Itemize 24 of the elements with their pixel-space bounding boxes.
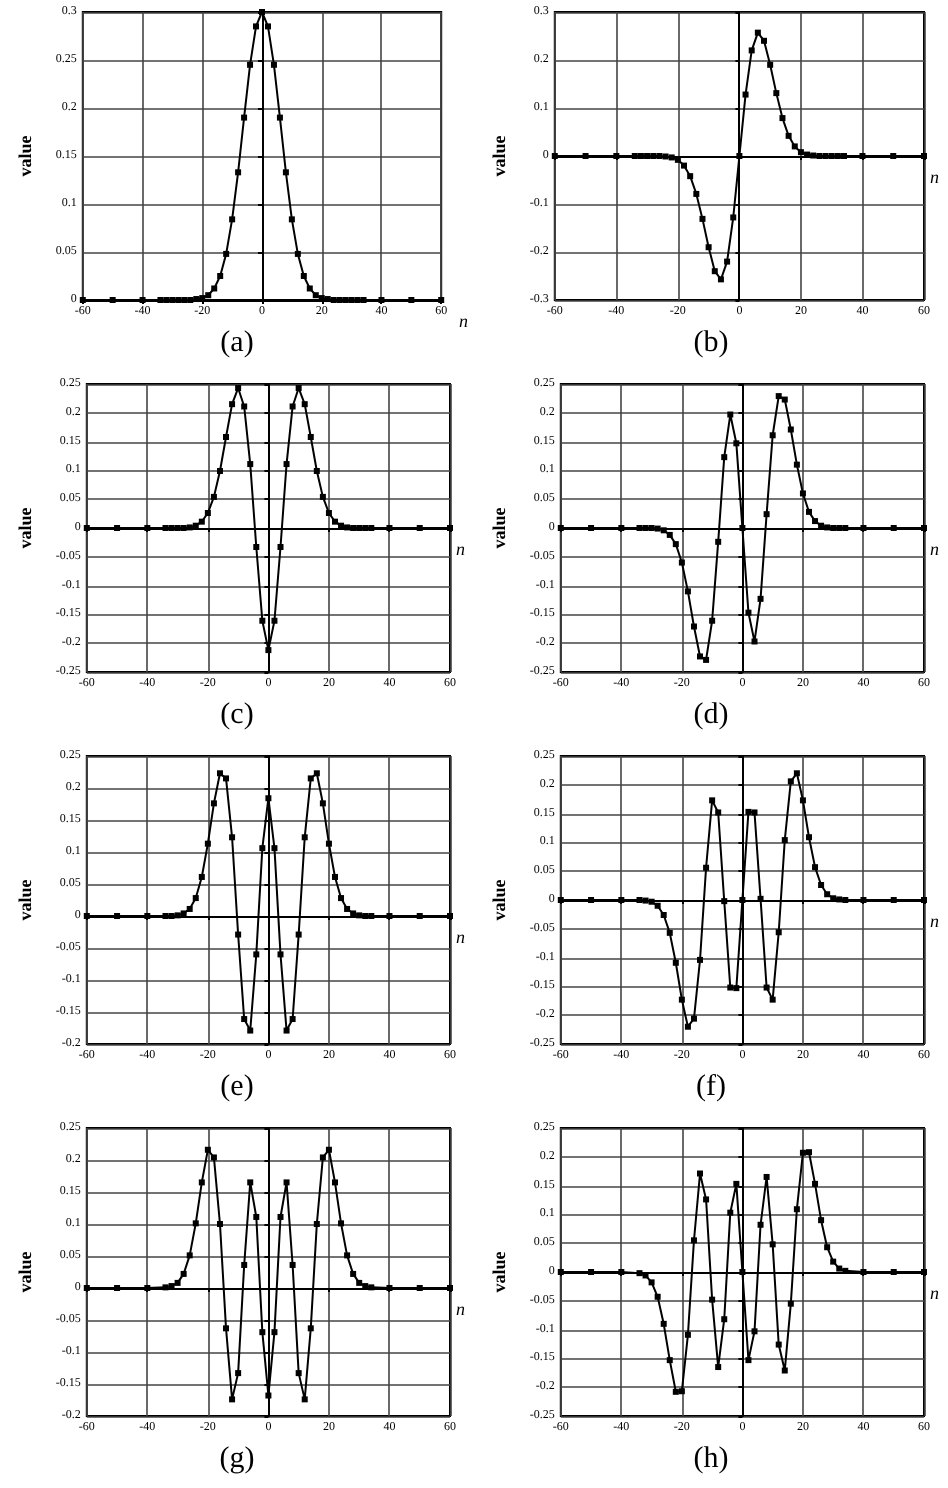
text: (g) — [219, 1443, 255, 1475]
x-axis-title: n — [930, 911, 940, 931]
text: (f) — [696, 1071, 726, 1103]
x-axis-title: n — [456, 539, 466, 559]
x-axis-title: n — [459, 311, 469, 331]
y-axis-title: value — [15, 1251, 35, 1293]
text: (c) — [220, 699, 254, 731]
y-axis-title: value — [489, 135, 509, 177]
y-axis-title: value — [489, 879, 509, 921]
x-axis-title: n — [456, 1299, 466, 1319]
text: (d) — [693, 699, 729, 731]
y-axis-title: value — [15, 879, 35, 921]
y-axis-title: value — [15, 507, 35, 549]
x-axis-title: n — [930, 539, 940, 559]
text: (a) — [220, 327, 254, 359]
x-axis-title: n — [930, 167, 940, 187]
text: (b) — [693, 327, 729, 359]
x-axis-title: n — [930, 1283, 940, 1303]
y-axis-title: value — [15, 135, 35, 177]
y-axis-title: value — [489, 507, 509, 549]
text: (e) — [220, 1071, 254, 1103]
text: (h) — [693, 1443, 729, 1475]
x-axis-title: n — [456, 927, 466, 947]
y-axis-title: value — [489, 1251, 509, 1293]
